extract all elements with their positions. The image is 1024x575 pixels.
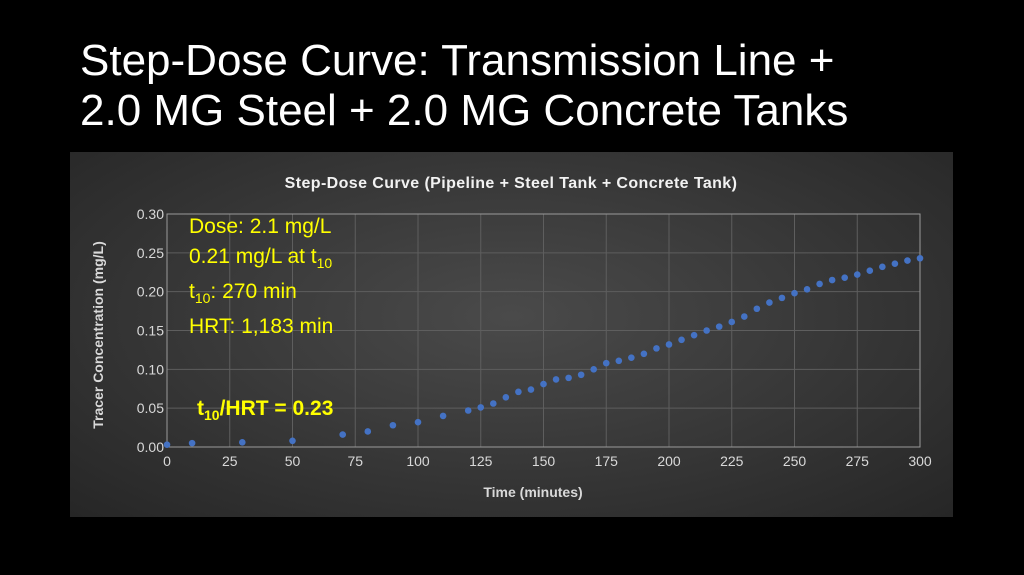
data-point xyxy=(828,276,836,284)
data-point xyxy=(339,431,347,438)
annotation-ratio-sub: 10 xyxy=(204,407,220,423)
data-point xyxy=(853,271,861,278)
data-point xyxy=(791,289,798,297)
annotation-conc-prefix: 0.21 mg/L at t xyxy=(189,245,317,268)
data-point xyxy=(665,341,673,348)
data-point xyxy=(565,374,572,382)
data-point xyxy=(577,371,585,379)
x-tick-label: 0 xyxy=(163,453,171,469)
data-point xyxy=(803,286,811,293)
data-point xyxy=(615,357,623,365)
data-point xyxy=(239,439,246,446)
data-point xyxy=(778,294,786,302)
data-point xyxy=(477,404,485,411)
x-tick-labels: 0 25 50 75 100 125 150 175 200 225 250 275 300 xyxy=(163,453,932,469)
x-tick-label: 25 xyxy=(222,453,238,469)
data-point xyxy=(816,280,823,288)
data-point xyxy=(653,345,660,352)
x-tick-label: 300 xyxy=(908,453,932,469)
x-tick-label: 200 xyxy=(657,453,681,469)
data-point xyxy=(753,305,761,313)
annotation-t10-sub: 10 xyxy=(195,290,211,306)
data-point xyxy=(904,257,911,264)
y-axis-title: Tracer Concentration (mg/L) xyxy=(90,241,106,428)
data-point xyxy=(728,318,736,326)
data-point xyxy=(640,350,648,358)
y-tick-labels: 0.00 0.05 0.10 0.15 0.20 0.25 0.30 xyxy=(137,206,164,455)
x-tick-label: 75 xyxy=(347,453,363,469)
y-tick-label: 0.05 xyxy=(137,400,164,416)
data-point xyxy=(866,267,874,274)
annotation-t10-prefix: t xyxy=(189,280,195,303)
data-point xyxy=(741,313,748,320)
data-point xyxy=(879,263,886,271)
y-tick-label: 0.10 xyxy=(137,361,164,377)
x-tick-label: 250 xyxy=(783,453,807,469)
data-point xyxy=(464,407,472,414)
x-tick-label: 125 xyxy=(469,453,493,469)
annotation-conc-at-t10: 0.21 mg/L at t10 xyxy=(189,245,332,271)
annotation-hrt: HRT: 1,183 min xyxy=(189,315,333,338)
data-point xyxy=(289,437,296,445)
y-tick-label: 0.00 xyxy=(137,439,164,455)
data-point xyxy=(590,366,597,373)
data-point xyxy=(490,400,497,407)
data-point xyxy=(703,327,710,334)
slide-title: Step-Dose Curve: Transmission Line + 2.0… xyxy=(80,36,980,136)
annotation-block: Dose: 2.1 mg/L 0.21 mg/L at t10 t10: 270… xyxy=(189,215,333,423)
data-point xyxy=(602,359,610,367)
data-points xyxy=(163,254,924,448)
x-axis-title: Time (minutes) xyxy=(483,484,582,500)
data-point xyxy=(163,441,171,448)
y-tick-label: 0.25 xyxy=(137,245,164,261)
data-point xyxy=(188,439,196,447)
data-point xyxy=(527,386,535,393)
data-point xyxy=(715,323,723,330)
data-point xyxy=(414,418,422,426)
annotation-dose: Dose: 2.1 mg/L xyxy=(189,215,331,238)
data-point xyxy=(628,354,635,361)
y-tick-label: 0.15 xyxy=(137,323,164,339)
x-tick-label: 150 xyxy=(532,453,556,469)
annotation-ratio: t10/HRT = 0.23 xyxy=(197,397,333,423)
data-point xyxy=(690,331,698,339)
x-tick-label: 275 xyxy=(846,453,870,469)
data-point xyxy=(389,421,397,429)
data-point xyxy=(552,376,560,383)
data-point xyxy=(678,336,685,344)
step-dose-chart: Step-Dose Curve (Pipeline + Steel Tank +… xyxy=(90,175,932,500)
data-point xyxy=(439,412,447,420)
y-tick-label: 0.20 xyxy=(137,284,164,300)
data-point xyxy=(891,260,899,268)
data-point xyxy=(540,380,547,388)
data-point xyxy=(766,299,773,306)
y-tick-label: 0.30 xyxy=(137,206,164,222)
annotation-t10-value: : 270 min xyxy=(210,280,296,303)
chart-title: Step-Dose Curve (Pipeline + Steel Tank +… xyxy=(285,175,738,192)
slide-title-line1: Step-Dose Curve: Transmission Line + xyxy=(80,36,835,85)
x-tick-label: 100 xyxy=(406,453,430,469)
slide-title-line2: 2.0 MG Steel + 2.0 MG Concrete Tanks xyxy=(80,86,849,135)
x-tick-label: 225 xyxy=(720,453,744,469)
annotation-ratio-prefix: t xyxy=(197,397,204,420)
grid-lines xyxy=(166,213,921,448)
x-tick-label: 175 xyxy=(595,453,619,469)
x-tick-label: 50 xyxy=(285,453,301,469)
chart-panel: Step-Dose Curve (Pipeline + Steel Tank +… xyxy=(70,152,953,517)
annotation-t10: t10: 270 min xyxy=(189,280,297,306)
data-point xyxy=(841,274,848,281)
data-point xyxy=(916,254,924,262)
data-point xyxy=(515,388,522,396)
data-point xyxy=(502,393,510,401)
plot-area-border xyxy=(166,213,921,448)
annotation-conc-sub: 10 xyxy=(317,255,333,271)
annotation-ratio-value: /HRT = 0.23 xyxy=(220,397,334,420)
data-point xyxy=(364,428,372,435)
